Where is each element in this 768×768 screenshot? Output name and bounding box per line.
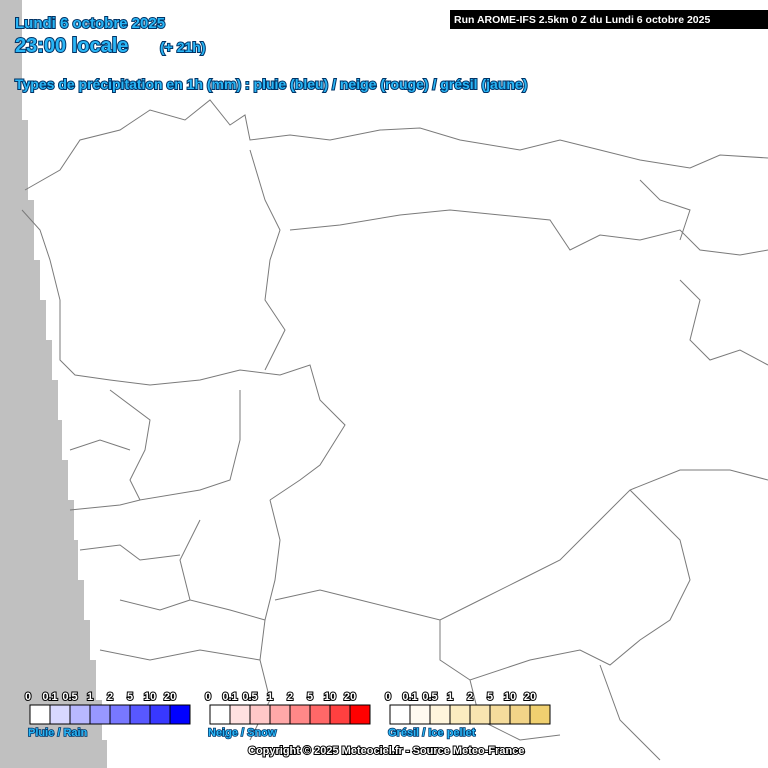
legend-swatch: [169, 704, 191, 725]
legend-swatch: [449, 704, 471, 725]
legend-swatch: [529, 704, 551, 725]
legend-label: Neige / Snow: [208, 727, 277, 739]
legend-swatch: [69, 704, 91, 725]
legend-tick: 1: [267, 691, 273, 703]
legend-swatch: [489, 704, 511, 725]
legend-swatch: [49, 704, 71, 725]
legend-swatch: [229, 704, 251, 725]
legend-swatch: [429, 704, 451, 725]
legend-tick: 0.5: [422, 691, 437, 703]
legend-tick: 10: [504, 691, 516, 703]
legend-tick: 1: [87, 691, 93, 703]
legend-label: Grésil / Ice pellet: [388, 727, 476, 739]
legend-swatch: [269, 704, 291, 725]
legend-tick: 5: [307, 691, 313, 703]
legend-tick: 2: [107, 691, 113, 703]
legend-swatch: [89, 704, 111, 725]
legend-swatch: [389, 704, 411, 725]
legend-swatch: [109, 704, 131, 725]
legend-label: Pluie / Rain: [28, 727, 88, 739]
legend-tick: 5: [487, 691, 493, 703]
legend-swatch: [409, 704, 431, 725]
run-banner: [450, 10, 768, 29]
legend-swatch: [289, 704, 311, 725]
legend-swatch: [29, 704, 51, 725]
legend-tick: 10: [144, 691, 156, 703]
legend-tick: 20: [344, 691, 356, 703]
sea: [0, 0, 107, 768]
legend-tick: 10: [324, 691, 336, 703]
legend-tick: 0: [25, 691, 31, 703]
legend-tick: 0: [205, 691, 211, 703]
legend-tick: 0.5: [242, 691, 257, 703]
copyright: Copyright © 2025 Meteociel.fr - Source M…: [248, 745, 524, 757]
run-info: Run AROME-IFS 2.5km 0 Z du Lundi 6 octob…: [454, 14, 710, 26]
legend-swatch: [469, 704, 491, 725]
legend-tick: 5: [127, 691, 133, 703]
legend-tick: 20: [164, 691, 176, 703]
legend-tick: 2: [287, 691, 293, 703]
subtitle: Types de précipitation en 1h (mm) : plui…: [15, 76, 527, 92]
legend-swatch: [129, 704, 151, 725]
legend-tick: 0.1: [402, 691, 417, 703]
time: 23:00 locale: [15, 35, 128, 57]
time-offset: (+ 21h): [160, 39, 206, 55]
legend-tick: 20: [524, 691, 536, 703]
legend-tick: 0.1: [42, 691, 57, 703]
legend-tick: 0.1: [222, 691, 237, 703]
legend-swatch: [249, 704, 271, 725]
legend-tick: 0: [385, 691, 391, 703]
legend-swatch: [209, 704, 231, 725]
legend-swatch: [149, 704, 171, 725]
legend-tick: 2: [467, 691, 473, 703]
legend-tick: 1: [447, 691, 453, 703]
legend-tick: 0.5: [62, 691, 77, 703]
legend-swatch: [329, 704, 351, 725]
legend-swatch: [349, 704, 371, 725]
legend-swatch: [509, 704, 531, 725]
borders: [21, 99, 768, 761]
legend-swatch: [309, 704, 331, 725]
date: Lundi 6 octobre 2025: [15, 15, 165, 32]
